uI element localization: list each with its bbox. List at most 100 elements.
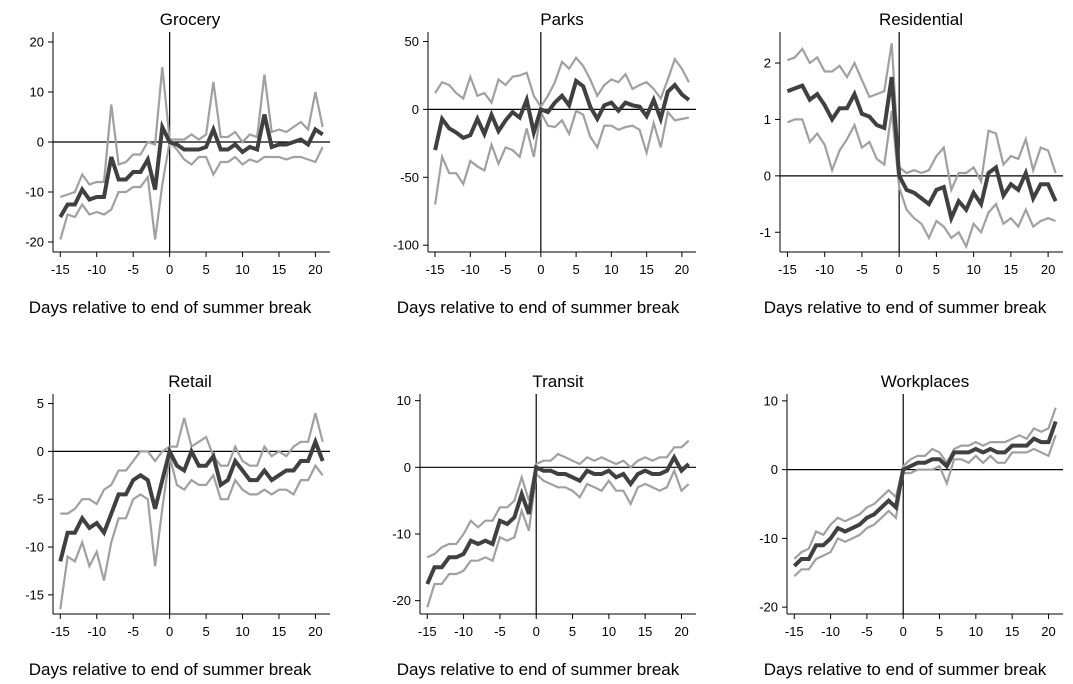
panel-title: Retail xyxy=(168,372,211,391)
y-tick-label: -20 xyxy=(392,593,411,608)
x-tick-label: -5 xyxy=(861,624,873,639)
series-line-lower xyxy=(793,434,1057,577)
x-tick-label: -5 xyxy=(494,624,506,639)
x-tick-label: 15 xyxy=(272,624,286,639)
x-tick-label: 10 xyxy=(966,262,980,277)
series-line-upper xyxy=(60,412,324,515)
y-tick-label: -100 xyxy=(393,238,419,253)
x-tick-label: -5 xyxy=(127,624,139,639)
x-tick-label: 5 xyxy=(933,262,940,277)
y-tick-label: -5 xyxy=(32,492,44,507)
y-tick-label: 5 xyxy=(37,396,44,411)
series-line-lower xyxy=(787,110,1056,250)
y-tick-label: -15 xyxy=(25,587,44,602)
panel-title: Grocery xyxy=(160,10,221,29)
panel-title: Parks xyxy=(540,10,583,29)
x-tick-label: -15 xyxy=(785,624,804,639)
x-tick-label: 0 xyxy=(166,262,173,277)
panel-grocery: Grocery -20 -10 0 10 20 -15 -10 -5 0 5 10 15 20 Days r… xyxy=(25,10,330,317)
x-tick-label: 15 xyxy=(1004,262,1018,277)
series-line-lower xyxy=(59,139,324,240)
x-tick-label: 20 xyxy=(675,262,689,277)
x-tick-label: 0 xyxy=(537,262,544,277)
x-tick-label: 5 xyxy=(202,262,209,277)
y-tick-label: 0 xyxy=(37,444,44,459)
panel-title: Transit xyxy=(532,372,584,391)
x-tick-label: 5 xyxy=(572,262,579,277)
x-tick-label: 5 xyxy=(202,624,209,639)
x-tick-label: 20 xyxy=(1041,624,1055,639)
y-tick-label: 0 xyxy=(37,135,44,150)
y-tick-label: 10 xyxy=(397,393,411,408)
y-tick-label: -10 xyxy=(759,531,778,546)
x-tick-label: 0 xyxy=(166,624,173,639)
x-tick-label: 15 xyxy=(638,624,652,639)
x-tick-label: 10 xyxy=(235,624,249,639)
y-tick-label: 0 xyxy=(764,168,771,183)
x-axis-label: Days relative to end of summer break xyxy=(764,660,1047,679)
y-tick-label: 1 xyxy=(764,112,771,127)
x-tick-label: 20 xyxy=(308,262,322,277)
x-tick-label: -10 xyxy=(87,624,106,639)
x-tick-label: 15 xyxy=(639,262,653,277)
y-tick-label: 50 xyxy=(405,34,419,49)
y-tick-label: -20 xyxy=(759,600,778,615)
panel-title: Workplaces xyxy=(881,372,970,391)
x-tick-label: -10 xyxy=(87,262,106,277)
y-tick-label: 10 xyxy=(30,85,44,100)
y-tick-label: 10 xyxy=(764,393,778,408)
y-tick-label: 0 xyxy=(404,460,411,475)
y-tick-label: -10 xyxy=(25,540,44,555)
y-tick-label: -50 xyxy=(400,170,419,185)
x-tick-label: 20 xyxy=(1041,262,1055,277)
x-tick-label: -15 xyxy=(426,262,445,277)
x-tick-label: -5 xyxy=(500,262,512,277)
x-tick-label: -15 xyxy=(51,624,70,639)
x-axis-label: Days relative to end of summer break xyxy=(397,298,680,317)
x-tick-label: 0 xyxy=(896,262,903,277)
panel-transit: Transit -20 -10 0 10 -15 -10 -5 0 5 10 15 20 Days rel… xyxy=(392,372,696,679)
x-tick-label: -10 xyxy=(454,624,473,639)
series-line-upper xyxy=(793,407,1057,560)
x-tick-label: -10 xyxy=(815,262,834,277)
x-tick-label: 10 xyxy=(235,262,249,277)
panel-retail: Retail -15 -10 -5 0 5 -15 -10 -5 0 5 10 15 20 Days rel… xyxy=(25,372,330,679)
x-axis-label: Days relative to end of summer break xyxy=(29,660,312,679)
x-tick-label: 10 xyxy=(969,624,983,639)
y-tick-label: -1 xyxy=(759,225,771,240)
x-axis-label: Days relative to end of summer break xyxy=(764,298,1047,317)
series-line-lower xyxy=(434,108,690,205)
series-line-upper xyxy=(434,55,690,109)
series-line-estimate xyxy=(792,420,1058,568)
y-tick-label: -20 xyxy=(25,235,44,250)
series-line-estimate xyxy=(58,114,324,219)
series-line-upper xyxy=(426,439,690,559)
panel-title: Residential xyxy=(879,10,963,29)
x-tick-label: 0 xyxy=(533,624,540,639)
series-line-lower xyxy=(59,455,324,610)
x-tick-label: 10 xyxy=(602,624,616,639)
x-tick-label: 15 xyxy=(1005,624,1019,639)
series-line-upper xyxy=(787,43,1057,194)
x-tick-label: 0 xyxy=(900,624,907,639)
x-tick-label: 15 xyxy=(272,262,286,277)
x-tick-label: 5 xyxy=(569,624,576,639)
y-tick-label: 2 xyxy=(764,56,771,71)
series-line-estimate xyxy=(433,77,691,151)
series-line-estimate xyxy=(58,436,325,562)
y-tick-label: -10 xyxy=(392,527,411,542)
x-tick-label: 20 xyxy=(674,624,688,639)
x-tick-label: -15 xyxy=(778,262,797,277)
x-tick-label: -10 xyxy=(821,624,840,639)
series-line-estimate xyxy=(786,76,1058,225)
series-line-upper xyxy=(59,66,324,199)
x-tick-label: 20 xyxy=(308,624,322,639)
x-tick-label: -10 xyxy=(461,262,480,277)
x-tick-label: -5 xyxy=(127,262,139,277)
x-axis-label: Days relative to end of summer break xyxy=(29,298,312,317)
series-line-lower xyxy=(426,467,690,608)
x-axis-label: Days relative to end of summer break xyxy=(397,660,680,679)
